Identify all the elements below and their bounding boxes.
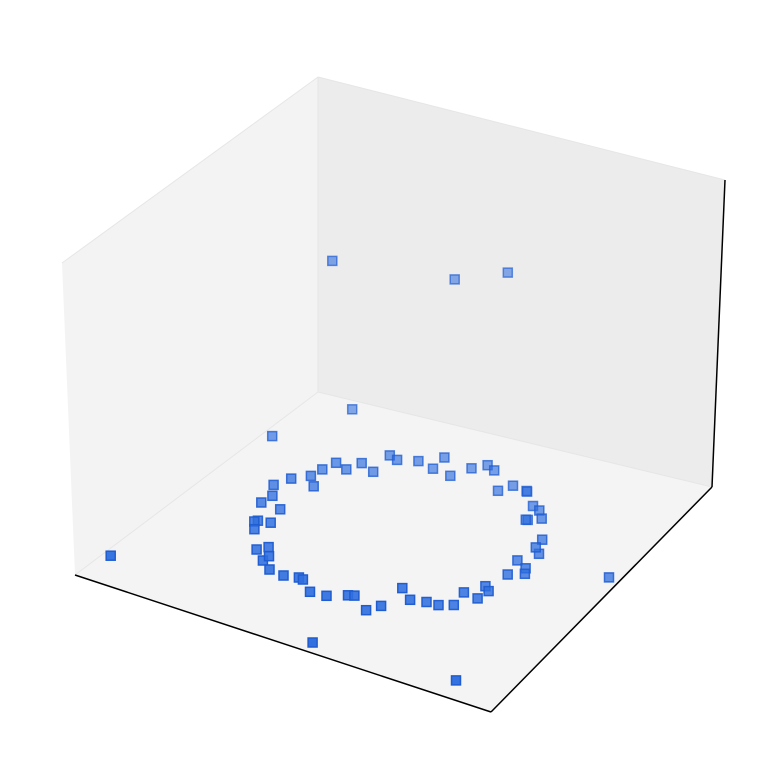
data-point [249, 523, 260, 535]
data-point [427, 463, 439, 474]
data-point [367, 466, 379, 478]
data-point [421, 596, 432, 608]
data-point [472, 593, 483, 604]
data-point [268, 479, 279, 491]
data-point [521, 486, 533, 497]
pane-edge-1 [61, 76, 319, 264]
z-axis-line [711, 179, 726, 488]
data-point [264, 564, 275, 575]
data-point [317, 464, 328, 475]
data-point [349, 590, 360, 601]
data-point [397, 582, 408, 594]
data-point [356, 457, 367, 469]
y-axis-line [490, 486, 713, 713]
data-point [492, 485, 504, 497]
left-pane [62, 77, 318, 575]
back-pane [318, 77, 725, 487]
x-axis-line [74, 574, 492, 713]
pane-edge-3 [74, 391, 319, 576]
pane-edge-4 [317, 391, 713, 488]
data-point [305, 470, 317, 482]
data-point [450, 675, 462, 686]
data-point [346, 404, 358, 415]
data-point [502, 569, 513, 580]
data-point [307, 637, 318, 648]
data-point [530, 542, 542, 553]
data-point [330, 457, 342, 469]
data-point [256, 497, 267, 508]
data-point [449, 274, 460, 285]
data-point [404, 594, 416, 606]
data-point [466, 463, 477, 474]
data-point [483, 585, 494, 597]
data-point [263, 541, 274, 553]
data-point [274, 504, 286, 515]
data-point [520, 514, 532, 525]
data-point [488, 465, 500, 476]
data-point [603, 572, 615, 583]
data-point [265, 517, 276, 528]
data-point [285, 473, 297, 484]
data-point [375, 600, 387, 612]
data-point [512, 555, 523, 566]
data-point [304, 586, 316, 598]
data-point [360, 604, 372, 616]
data-point [433, 599, 444, 611]
data-point [321, 590, 332, 602]
data-points [105, 255, 615, 686]
data-point [502, 267, 514, 278]
data-point [458, 587, 470, 598]
data-point [251, 544, 262, 555]
axis-lines [74, 179, 726, 713]
floor-pane [75, 392, 712, 712]
data-point [297, 574, 309, 585]
data-point [327, 255, 338, 267]
data-point [105, 550, 116, 561]
data-point [448, 599, 460, 611]
data-point [536, 534, 548, 545]
data-point [266, 430, 278, 442]
data-point [278, 570, 289, 581]
data-point [445, 470, 456, 482]
data-point [413, 455, 424, 467]
data-point [536, 513, 547, 524]
data-point [391, 454, 403, 466]
pane-edge-2 [317, 76, 726, 181]
data-point [341, 464, 352, 475]
data-point [263, 550, 275, 562]
data-point [308, 481, 319, 492]
data-point [439, 452, 450, 463]
pane-edges [61, 76, 726, 576]
data-point [519, 568, 531, 580]
data-point [267, 490, 278, 502]
data-point [507, 480, 519, 491]
